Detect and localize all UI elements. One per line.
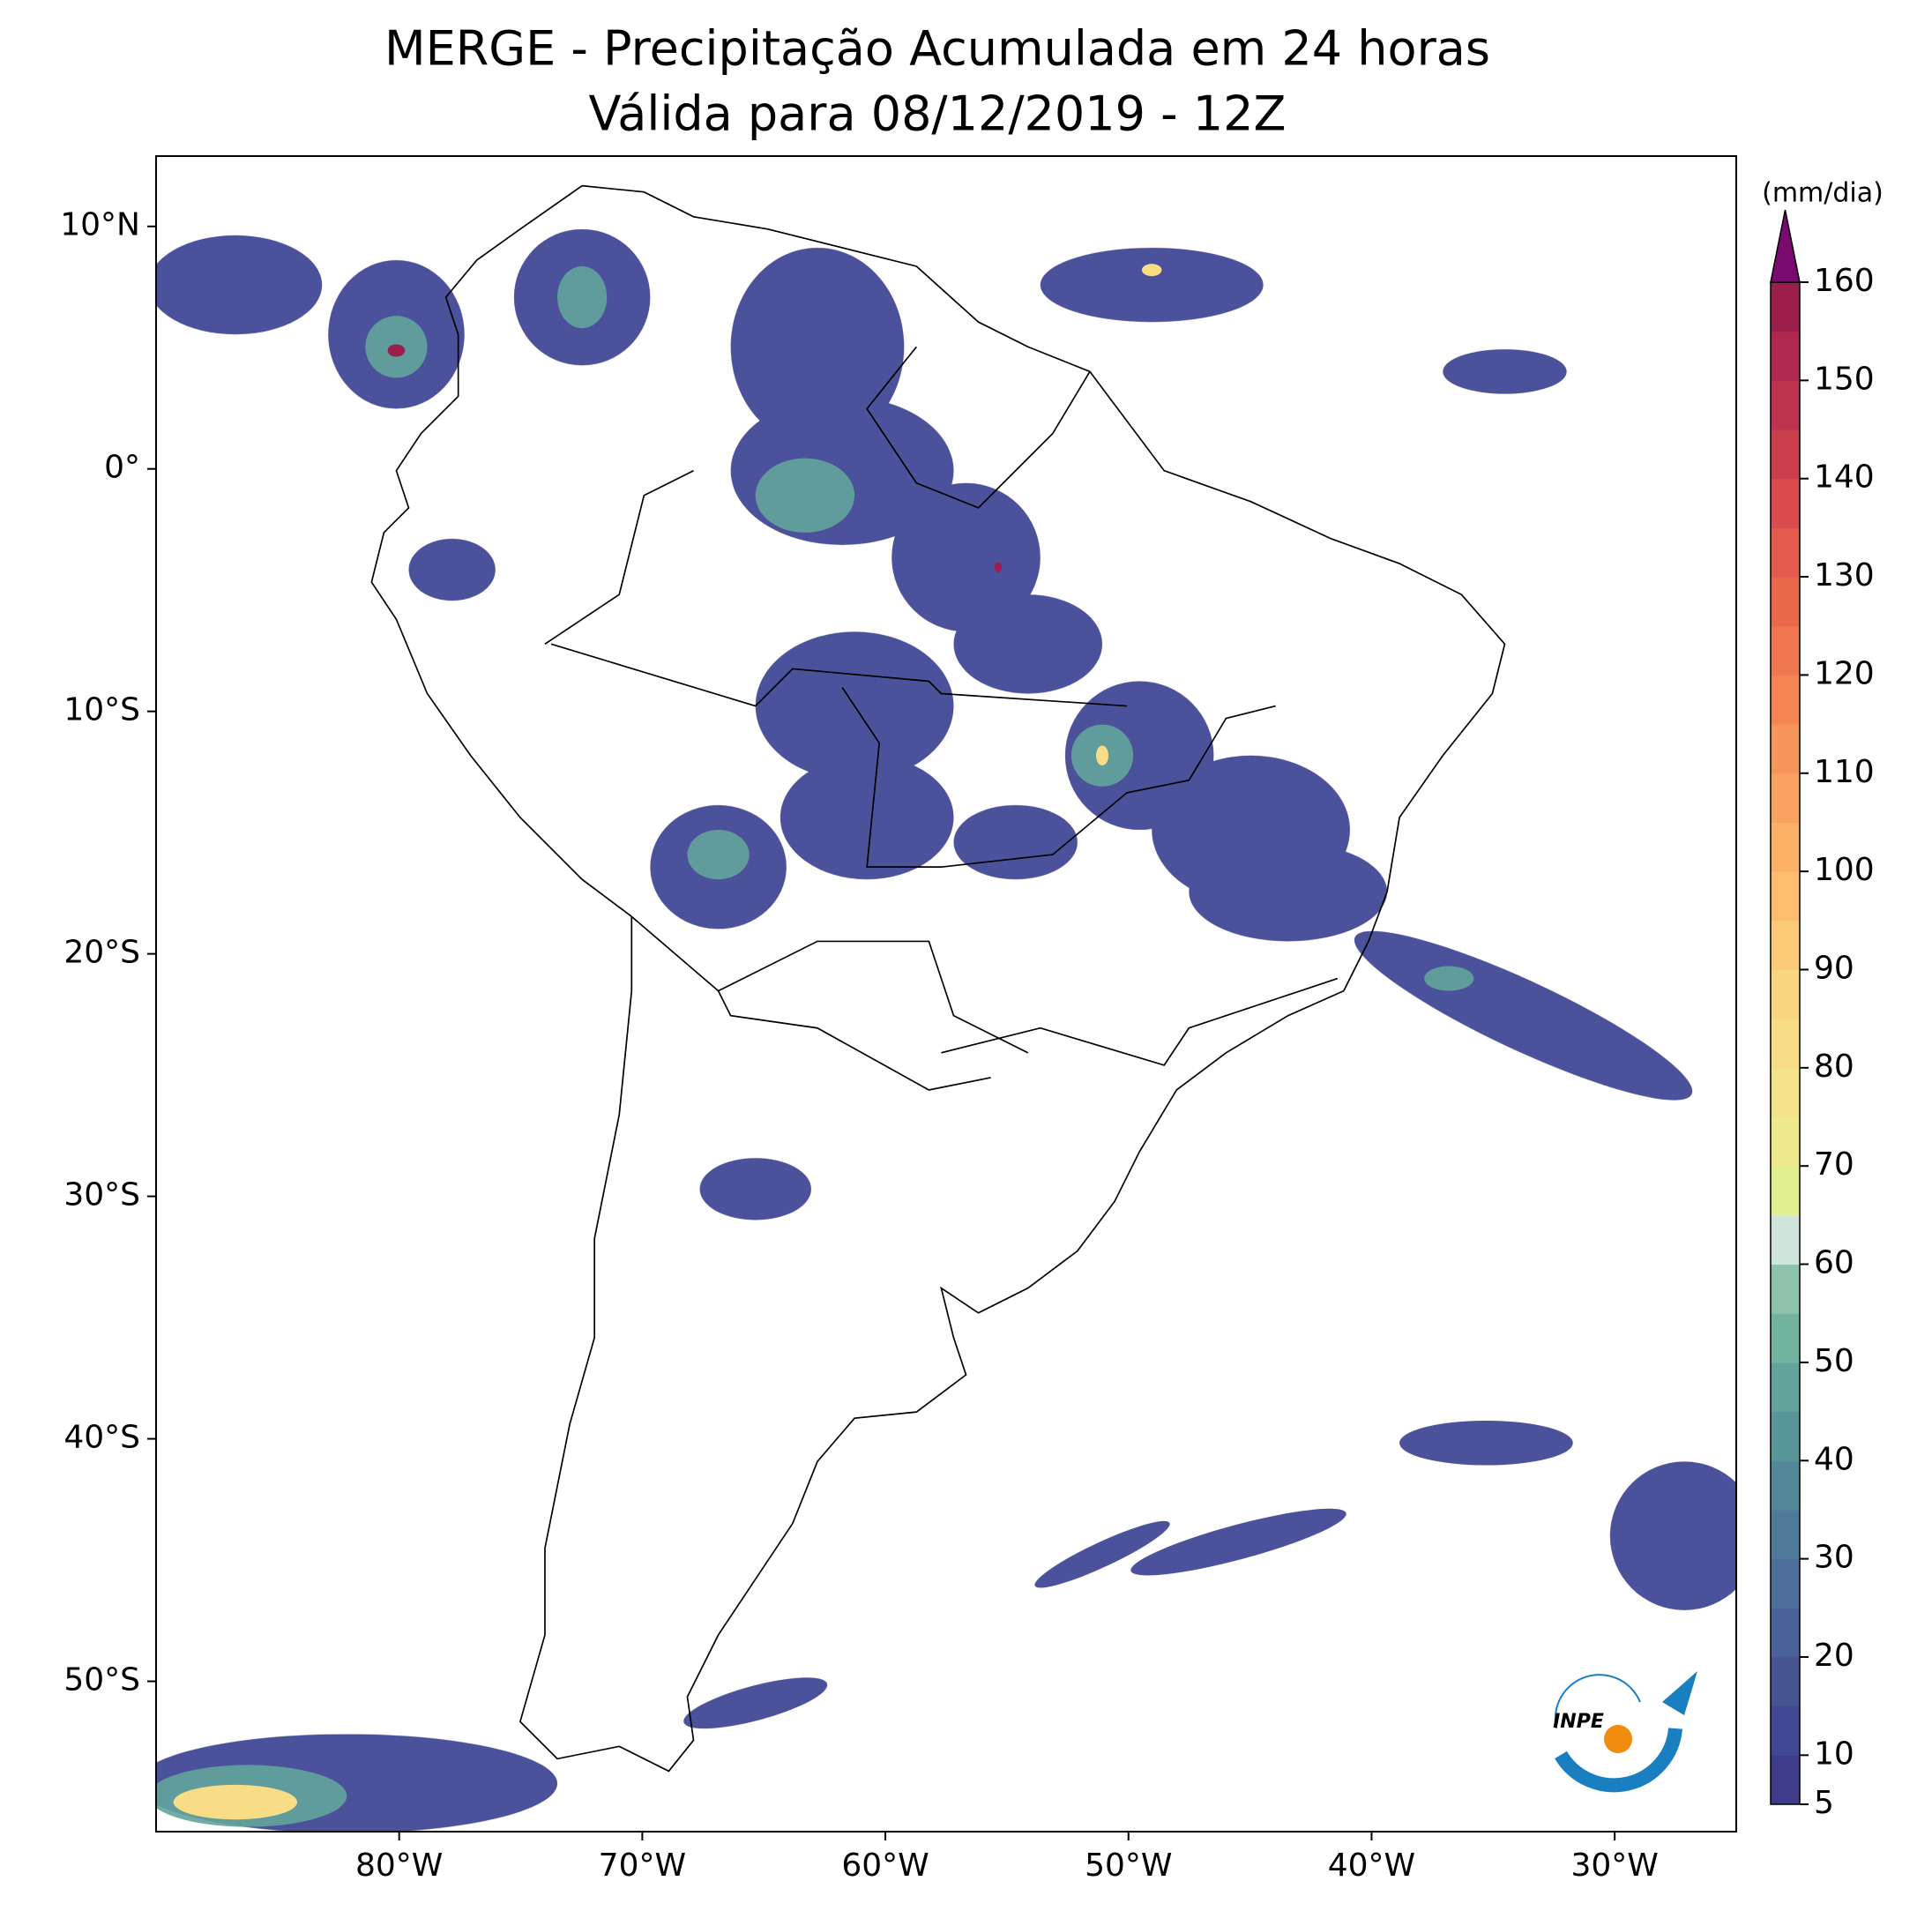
colorbar-band <box>1771 478 1800 528</box>
logo-text: INPE <box>1553 1711 1604 1733</box>
colorbar-band <box>1771 1509 1800 1560</box>
colorbar-band <box>1771 331 1800 381</box>
colorbar-tick-label: 70 <box>1814 1146 1854 1183</box>
colorbar-band <box>1771 1214 1800 1265</box>
colorbar-tick-label: 100 <box>1814 852 1875 888</box>
y-tick-label: 10°S <box>63 692 140 728</box>
colorbar-band <box>1771 675 1800 725</box>
logo-background <box>1526 1626 1718 1794</box>
colorbar-tick-label: 40 <box>1814 1441 1854 1477</box>
y-tick-label: 20°S <box>63 935 140 971</box>
logo-sun <box>1604 1725 1632 1753</box>
colorbar-band <box>1771 380 1800 430</box>
colorbar-tick-label: 110 <box>1814 754 1875 790</box>
precipitation-field <box>156 184 1736 1832</box>
x-tick-label: 60°W <box>841 1848 929 1884</box>
colorbar-tick-label: 5 <box>1814 1785 1834 1821</box>
colorbar-band <box>1771 1166 1800 1216</box>
colorbar-band <box>1771 1460 1800 1511</box>
colorbar-band <box>1771 920 1800 970</box>
colorbar-band <box>1771 577 1800 627</box>
x-tick-label: 50°W <box>1085 1848 1172 1884</box>
y-tick-label: 0° <box>104 450 140 486</box>
x-tick-label: 40°W <box>1328 1848 1415 1884</box>
x-tick-label: 70°W <box>599 1848 686 1884</box>
colorbar-extend <box>1770 209 1801 283</box>
subtitle: Válida para 08/12/2019 - 12Z <box>589 86 1287 142</box>
colorbar-tick-label: 50 <box>1814 1343 1854 1379</box>
inpe-logo: INPE <box>1526 1626 1718 1794</box>
x-tick-label: 80°W <box>355 1848 443 1884</box>
y-tick-label: 10°N <box>60 207 140 243</box>
colorbar-band <box>1771 527 1800 578</box>
colorbar-tick-label: 140 <box>1814 459 1875 496</box>
colorbar-band <box>1771 1019 1800 1069</box>
logo-arrow <box>1662 1671 1697 1715</box>
colorbar-tick-label: 130 <box>1814 557 1875 593</box>
colorbar-tick-label: 120 <box>1814 655 1875 691</box>
title: MERGE - Precipitação Acumulada em 24 hor… <box>384 21 1490 77</box>
colorbar-tick-label: 90 <box>1814 950 1854 986</box>
colorbar-band <box>1771 724 1800 774</box>
colorbar-band <box>1771 1362 1800 1413</box>
colorbar-tick-label: 30 <box>1814 1540 1854 1576</box>
colorbar-band <box>1771 1706 1800 1756</box>
coastline <box>370 184 1506 1773</box>
colorbar-band <box>1771 1067 1800 1118</box>
colorbar-band <box>1771 1411 1800 1461</box>
colorbar-band <box>1771 969 1800 1019</box>
colorbar-tick-label: 20 <box>1814 1638 1854 1674</box>
colorbar-band <box>1771 1313 1800 1363</box>
colorbar-tick-label: 160 <box>1814 263 1875 299</box>
colorbar-band <box>1771 625 1800 676</box>
colorbar-band <box>1771 1656 1800 1707</box>
logo-arc <box>1555 1728 1682 1793</box>
colorbar-band <box>1771 822 1800 872</box>
y-tick-label: 40°S <box>63 1420 140 1456</box>
colorbar-band <box>1771 1264 1800 1314</box>
colorbar-band <box>1771 773 1800 823</box>
colorbar-band <box>1771 1755 1800 1805</box>
colorbar-unit: (mm/dia) <box>1762 178 1884 209</box>
colorbar-band <box>1771 1116 1800 1167</box>
colorbar-tick-label: 10 <box>1814 1736 1854 1772</box>
colorbar-band <box>1771 1608 1800 1658</box>
colorbar-tick-label: 60 <box>1814 1245 1854 1281</box>
colorbar-band <box>1771 429 1800 480</box>
map-layer <box>156 184 1736 1832</box>
colorbar-band <box>1771 282 1800 332</box>
borders <box>544 346 1339 1091</box>
colorbar-frame <box>1770 281 1801 1805</box>
colorbar-band <box>1771 1558 1800 1609</box>
colorbar-tick-label: 150 <box>1814 361 1875 397</box>
logo-orbit <box>1554 1674 1641 1729</box>
y-tick-label: 30°S <box>63 1177 140 1213</box>
y-tick-label: 50°S <box>63 1662 140 1698</box>
colorbar-tick-label: 80 <box>1814 1049 1854 1085</box>
x-tick-label: 30°W <box>1570 1848 1658 1884</box>
map-frame <box>155 155 1737 1833</box>
colorbar-band <box>1771 871 1800 922</box>
